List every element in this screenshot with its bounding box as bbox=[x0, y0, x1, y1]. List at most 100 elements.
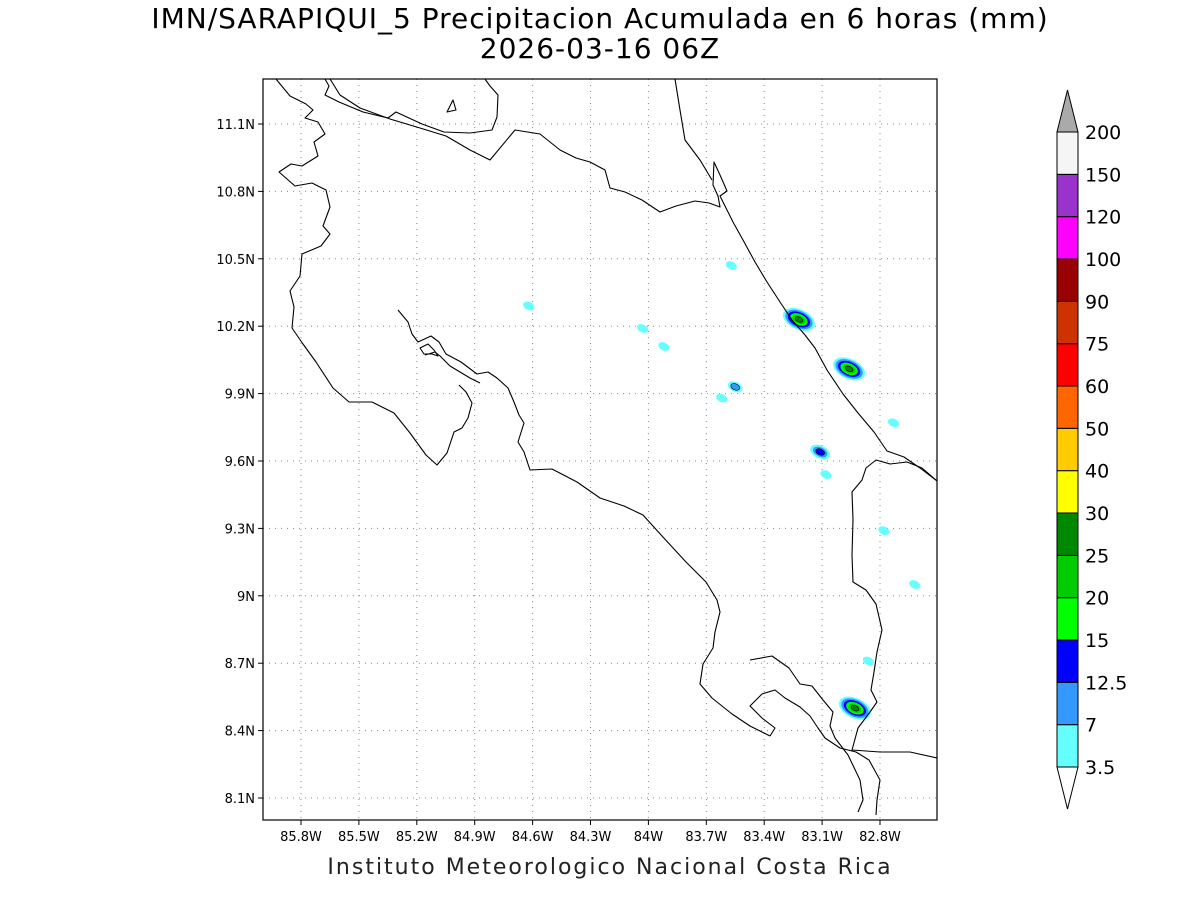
precip-cell bbox=[658, 342, 670, 351]
coastline-caribbean-north bbox=[324, 79, 499, 134]
colorbar-swatch bbox=[1056, 639, 1079, 683]
precip-cell bbox=[782, 307, 815, 332]
x-tick-label: 85.8W bbox=[280, 830, 322, 845]
colorbar-bottom-arrow bbox=[1056, 766, 1079, 810]
precip-cell bbox=[909, 580, 921, 589]
precip-cell bbox=[878, 526, 890, 536]
colorbar-swatch bbox=[1056, 724, 1079, 768]
colorbar-swatch bbox=[1056, 554, 1079, 599]
x-tick-label: 84W bbox=[634, 830, 664, 845]
colorbar-swatch bbox=[1056, 427, 1079, 472]
colorbar-level-label: 30 bbox=[1085, 503, 1109, 525]
colorbar-level-label: 75 bbox=[1085, 334, 1109, 356]
colorbar-level-label: 120 bbox=[1085, 207, 1121, 229]
precip-cell bbox=[862, 656, 874, 666]
colorbar-swatch bbox=[1056, 300, 1079, 345]
colorbar-swatch bbox=[1056, 131, 1079, 175]
precip-contour bbox=[523, 301, 535, 311]
x-tick-label: 83.4W bbox=[743, 830, 785, 845]
y-tick-label: 9.9N bbox=[225, 388, 255, 403]
colorbar-level-label: 12.5 bbox=[1085, 672, 1127, 694]
y-tick-label: 9.6N bbox=[225, 455, 255, 470]
y-axis-ticks: 11.1N 10.8N 10.5N 10.2N 9.9N 9.6N 9.3N 9N 8.7N 8.… bbox=[216, 118, 263, 807]
precip-cell bbox=[887, 418, 900, 428]
y-tick-label: 9.3N bbox=[225, 522, 255, 537]
x-tick-label: 85.2W bbox=[396, 830, 438, 845]
colorbar-level-label: 200 bbox=[1085, 122, 1121, 144]
precip-contour bbox=[878, 526, 890, 536]
colorbar-swatch bbox=[1056, 681, 1079, 726]
coastline-nicaragua-lake bbox=[275, 79, 473, 466]
y-tick-label: 8.1N bbox=[225, 792, 255, 807]
map-timestamp: 2026-03-16 06Z bbox=[479, 32, 721, 65]
precip-contour bbox=[844, 365, 854, 372]
y-tick-label: 10.5N bbox=[216, 253, 255, 268]
colorbar-swatch bbox=[1056, 385, 1079, 429]
island-outline bbox=[446, 99, 457, 113]
precip-contour bbox=[850, 705, 860, 712]
precip-contour bbox=[887, 418, 900, 428]
y-tick-label: 10.2N bbox=[216, 320, 255, 335]
colorbar-swatch bbox=[1056, 173, 1079, 218]
precip-contour bbox=[637, 324, 649, 333]
grid-lines bbox=[263, 79, 937, 820]
x-tick-label: 85.5W bbox=[338, 830, 380, 845]
colorbar-swatch bbox=[1056, 216, 1079, 260]
precip-cell bbox=[716, 393, 728, 403]
colorbar-swatch bbox=[1056, 343, 1079, 387]
x-axis-ticks: 85.8W 85.5W 85.2W 84.9W 84.6W 84.3W 84W 83.7W 83… bbox=[280, 820, 901, 845]
x-tick-label: 84.6W bbox=[512, 830, 554, 845]
colorbar-level-label: 50 bbox=[1085, 418, 1109, 440]
precip-contour bbox=[716, 393, 728, 403]
colorbar-level-label: 150 bbox=[1085, 164, 1121, 186]
colorbar-level-label: 90 bbox=[1085, 291, 1109, 313]
precipitation-layer bbox=[523, 261, 921, 720]
coastline-layer bbox=[275, 79, 937, 816]
colorbar-swatch bbox=[1056, 512, 1079, 556]
precip-contour bbox=[862, 656, 874, 666]
coastline-nicoya-gulf bbox=[397, 309, 771, 737]
colorbar-level-label: 15 bbox=[1085, 630, 1109, 652]
y-tick-label: 8.7N bbox=[225, 657, 255, 672]
colorbar-level-label: 3.5 bbox=[1085, 757, 1115, 779]
y-tick-label: 11.1N bbox=[216, 118, 255, 133]
colorbar-top-arrow bbox=[1056, 89, 1079, 133]
lake-outline bbox=[419, 343, 439, 357]
colorbar-swatch bbox=[1056, 258, 1079, 302]
colorbar-legend: 3.5 7 12.5 15 20 25 30 40 50 60 75 90 100 120 150 200 bbox=[1056, 89, 1127, 810]
coastline-osa-peninsula bbox=[749, 655, 864, 813]
plot-frame bbox=[262, 78, 938, 821]
y-tick-label: 9N bbox=[237, 590, 255, 605]
map-title: IMN/SARAPIQUI_5 Precipitacion Acumulada … bbox=[151, 2, 1049, 35]
precip-cell bbox=[820, 470, 832, 479]
colorbar-level-label: 20 bbox=[1085, 588, 1109, 610]
precip-cell bbox=[728, 381, 743, 393]
precip-contour bbox=[725, 261, 737, 270]
colorbar-swatch bbox=[1056, 470, 1079, 514]
precip-contour bbox=[815, 448, 825, 456]
precip-cell bbox=[833, 357, 866, 381]
y-tick-label: 8.4N bbox=[225, 725, 255, 740]
precip-contour bbox=[909, 580, 921, 589]
lake-nicaragua-south-shore bbox=[329, 79, 937, 482]
x-tick-label: 84.3W bbox=[570, 830, 612, 845]
precip-cell bbox=[725, 261, 737, 270]
border-nicaragua-north bbox=[424, 351, 481, 384]
colorbar-level-label: 40 bbox=[1085, 461, 1109, 483]
x-tick-label: 83.7W bbox=[685, 830, 727, 845]
precip-cell bbox=[810, 444, 831, 460]
border-panama bbox=[851, 459, 937, 759]
coastline-golfo-dulce bbox=[749, 689, 881, 816]
precip-cell bbox=[523, 301, 535, 311]
precip-contour bbox=[658, 342, 670, 351]
colorbar-level-label: 60 bbox=[1085, 376, 1109, 398]
precip-cell bbox=[637, 324, 649, 333]
colorbar-swatch bbox=[1056, 597, 1079, 641]
colorbar-level-label: 25 bbox=[1085, 545, 1109, 567]
x-tick-label: 83.1W bbox=[801, 830, 843, 845]
precip-cell bbox=[838, 696, 871, 720]
colorbar-level-label: 7 bbox=[1085, 715, 1097, 737]
footer-credit: Instituto Meteorologico Nacional Costa R… bbox=[327, 855, 893, 880]
x-tick-label: 84.9W bbox=[454, 830, 496, 845]
